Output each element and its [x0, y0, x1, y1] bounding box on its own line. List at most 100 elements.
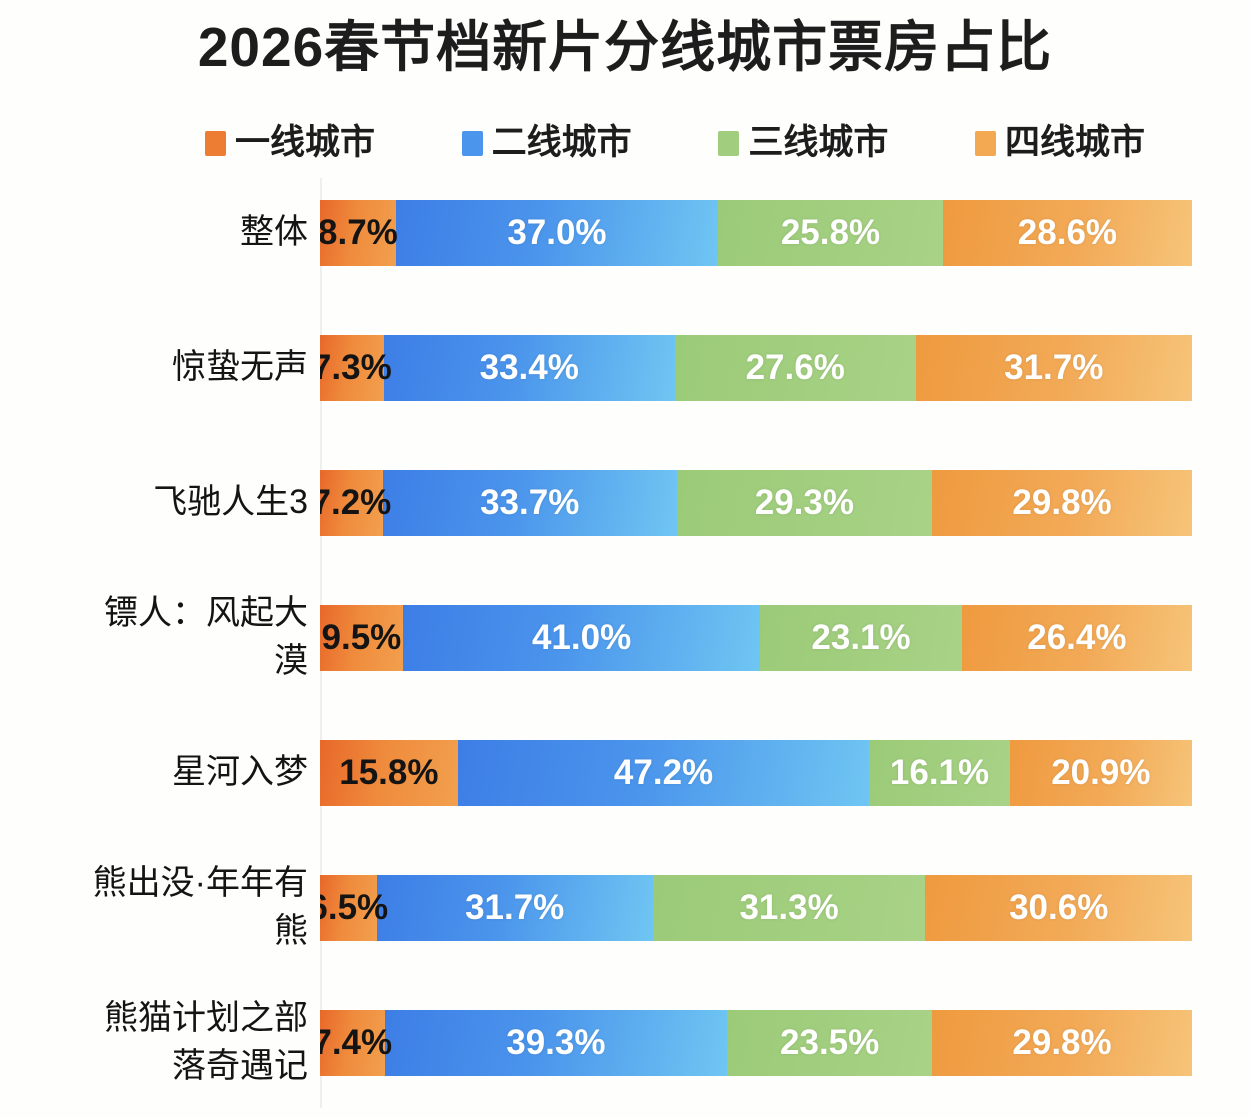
bar-segment-2[interactable]: 33.7% — [382, 470, 677, 536]
row-label-line: 熊 — [274, 912, 308, 950]
bar-segment-value: 41.0% — [531, 618, 632, 657]
legend-swatch-icon — [205, 130, 226, 156]
chart-row: 整体 8.7% 37.0% 25.8% 28.6% — [0, 178, 1250, 308]
bar-segment-value: 31.3% — [739, 888, 839, 927]
chart-row: 熊猫计划之部落奇遇记 7.4% 39.3% 23.5% 29.8% — [0, 988, 1250, 1118]
row-label-line: 飞驰人生3 — [153, 483, 308, 521]
bar-segment-value: 29.8% — [1012, 483, 1112, 522]
bar-segment-3[interactable]: 23.1% — [760, 605, 962, 671]
row-label-line: 漠 — [274, 642, 308, 680]
bar-segment-4[interactable]: 29.8% — [932, 1010, 1192, 1076]
bar-segment-3[interactable]: 23.5% — [727, 1010, 933, 1076]
row-label-line: 熊猫计划之部 — [104, 999, 308, 1037]
bar-segment-1[interactable]: 15.8% — [320, 740, 458, 806]
bar-segment-value: 39.3% — [506, 1023, 606, 1062]
row-label-line: 熊出没·年年有 — [92, 864, 308, 902]
bar-segment-value: 31.7% — [1004, 348, 1104, 387]
bar-segment-3[interactable]: 29.3% — [676, 470, 933, 536]
legend-item-1[interactable]: 一线城市 — [205, 124, 375, 162]
bar-segment-value: 29.3% — [754, 483, 854, 522]
row-label-line: 镖人：风起大 — [104, 594, 308, 632]
bar-segment-value: 7.2% — [320, 483, 392, 522]
legend-label: 二线城市 — [491, 123, 632, 162]
stacked-bar: 15.8% 47.2% 16.1% 20.9% — [320, 740, 1192, 806]
chart-legend: 一线城市 二线城市 三线城市 四线城市 — [205, 118, 1145, 168]
bar-segment-2[interactable]: 37.0% — [395, 200, 719, 266]
row-label-line: 整体 — [240, 213, 308, 251]
bar-segment-4[interactable]: 31.7% — [915, 335, 1192, 401]
bar-segment-1[interactable]: 9.5% — [320, 605, 403, 671]
legend-label: 三线城市 — [748, 123, 889, 162]
bar-segment-value: 31.7% — [465, 888, 565, 927]
bar-segment-value: 8.7% — [320, 213, 398, 252]
row-label-7: 熊猫计划之部落奇遇记 — [8, 994, 308, 1090]
bar-segment-4[interactable]: 30.6% — [925, 875, 1192, 941]
bar-segment-3[interactable]: 31.3% — [652, 875, 926, 941]
bar-segment-2[interactable]: 41.0% — [402, 605, 761, 671]
legend-item-3[interactable]: 三线城市 — [718, 124, 888, 162]
bar-segment-value: 37.0% — [507, 213, 607, 252]
bar-segment-2[interactable]: 33.4% — [383, 335, 675, 401]
legend-swatch-icon — [974, 130, 996, 156]
bar-segment-4[interactable]: 20.9% — [1009, 740, 1192, 806]
bar-segment-4[interactable]: 26.4% — [961, 605, 1192, 671]
bar-segment-value: 15.8% — [339, 753, 439, 792]
chart-row: 镖人：风起大漠 9.5% 41.0% 23.1% 26.4% — [0, 583, 1250, 713]
row-label-line: 惊蛰无声 — [172, 348, 308, 386]
bar-segment-value: 33.4% — [479, 348, 579, 387]
bar-segment-4[interactable]: 29.8% — [932, 470, 1192, 536]
bar-segment-value: 26.4% — [1027, 618, 1127, 657]
bar-segment-value: 29.8% — [1012, 1023, 1112, 1062]
chart-title: 2026春节档新片分线城市票房占比 — [197, 16, 1053, 78]
row-label-line: 落奇遇记 — [172, 1047, 308, 1085]
bar-segment-2[interactable]: 47.2% — [457, 740, 870, 806]
bar-segment-value: 23.1% — [811, 618, 911, 657]
stacked-bar: 7.3% 33.4% 27.6% 31.7% — [320, 335, 1192, 401]
bar-segment-value: 7.3% — [320, 348, 392, 387]
bar-segment-value: 27.6% — [745, 348, 845, 387]
row-label-3: 飞驰人生3 — [8, 478, 308, 526]
row-label-2: 惊蛰无声 — [8, 343, 308, 391]
bar-segment-1[interactable]: 6.5% — [320, 875, 388, 941]
bar-segment-value: 7.4% — [320, 1023, 393, 1062]
bar-segment-2[interactable]: 39.3% — [384, 1010, 728, 1076]
bar-segment-value: 33.7% — [480, 483, 580, 522]
bar-segment-value: 9.5% — [321, 618, 402, 657]
row-label-1: 整体 — [8, 208, 308, 256]
stacked-bar: 7.2% 33.7% 29.3% 29.8% — [320, 470, 1192, 536]
bar-segment-3[interactable]: 25.8% — [718, 200, 943, 266]
chart-row: 惊蛰无声 7.3% 33.4% 27.6% 31.7% — [0, 313, 1250, 443]
row-label-4: 镖人：风起大漠 — [8, 589, 308, 685]
bar-segment-3[interactable]: 16.1% — [869, 740, 1010, 806]
row-label-line: 星河入梦 — [172, 753, 308, 791]
legend-swatch-icon — [718, 130, 740, 156]
legend-item-2[interactable]: 二线城市 — [461, 123, 632, 162]
bar-segment-value: 30.6% — [1009, 888, 1109, 927]
chart-row: 星河入梦 15.8% 47.2% 16.1% 20.9% — [0, 718, 1250, 848]
stacked-bar: 6.5% 31.7% 31.3% 30.6% — [320, 875, 1192, 941]
stacked-bar: 7.4% 39.3% 23.5% 29.8% — [320, 1010, 1192, 1076]
bar-segment-value: 6.5% — [320, 888, 389, 927]
row-label-6: 熊出没·年年有熊 — [8, 859, 308, 955]
chart-row: 飞驰人生3 7.2% 33.7% 29.3% 29.8% — [0, 448, 1250, 578]
bar-segment-3[interactable]: 27.6% — [674, 335, 916, 401]
bar-segment-value: 47.2% — [613, 753, 714, 792]
bar-segment-value: 25.8% — [780, 213, 881, 252]
plot-area: 整体 8.7% 37.0% 25.8% 28.6% 惊蛰无声 7.3% 33.4% 27.6% 3… — [0, 178, 1250, 1108]
legend-label: 一线城市 — [235, 123, 376, 162]
legend-item-4[interactable]: 四线城市 — [974, 124, 1145, 162]
bar-segment-value: 16.1% — [889, 753, 990, 792]
bar-segment-4[interactable]: 28.6% — [942, 200, 1192, 266]
bar-segment-1[interactable]: 8.7% — [320, 200, 398, 266]
bar-segment-2[interactable]: 31.7% — [376, 875, 653, 941]
bar-segment-1[interactable]: 7.4% — [320, 1010, 392, 1076]
stacked-bar: 9.5% 41.0% 23.1% 26.4% — [320, 605, 1192, 671]
bar-segment-1[interactable]: 7.2% — [320, 470, 391, 536]
bar-segment-1[interactable]: 7.3% — [320, 335, 392, 401]
bar-segment-value: 28.6% — [1017, 213, 1118, 252]
bar-segment-value: 20.9% — [1051, 753, 1151, 792]
legend-swatch-icon — [461, 130, 483, 156]
bar-segment-value: 23.5% — [780, 1023, 880, 1062]
